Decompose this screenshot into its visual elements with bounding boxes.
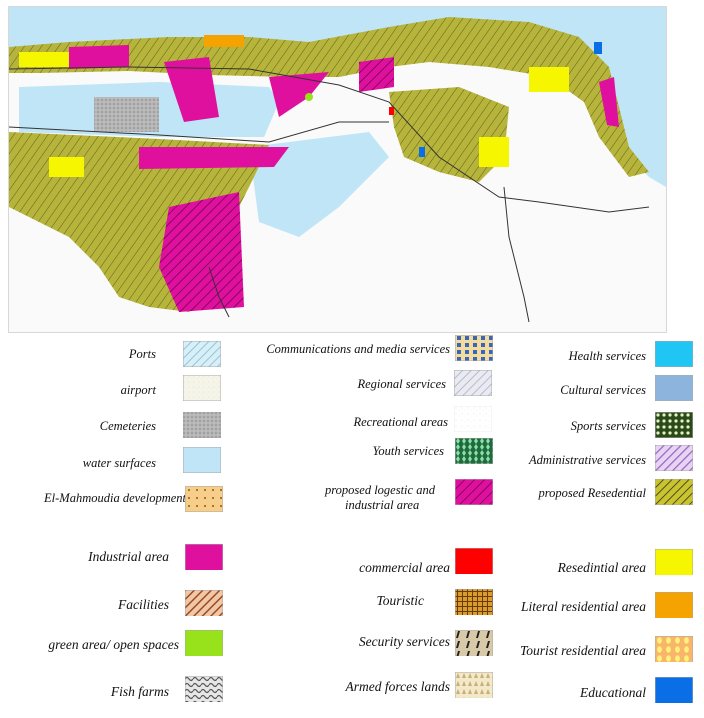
legend-label-fish-farms: Fish farms [110, 684, 169, 699]
legend-label-youth-services: Youth services [372, 444, 444, 458]
swatch-commercial-area [455, 548, 493, 574]
swatch-security-services [455, 630, 493, 656]
cemetery-zone [94, 97, 159, 132]
swatch-facilities [185, 590, 223, 616]
legend-label-recreational-areas: Recreational areas [353, 415, 448, 429]
swatch-cultural-services [655, 375, 693, 401]
legend-label-proposed-residential: proposed Resedential [538, 486, 646, 500]
legend-label-green-area: green area/ open spaces [48, 637, 179, 652]
legend-label-sports-services: Sports services [570, 419, 646, 433]
swatch-tourist-residential [655, 636, 693, 662]
industrial-zone [69, 45, 129, 69]
land-use-map[interactable] [8, 6, 667, 333]
legend-label-security-services: Security services [358, 634, 450, 649]
legend-label-logistic-line2: industrial area [345, 498, 420, 512]
harbour-water [249, 132, 389, 237]
swatch-residential-area [655, 549, 693, 575]
main-road [9, 66, 650, 213]
educational-zone [594, 42, 602, 54]
swatch-logistic-industrial [455, 479, 493, 505]
residential-zone [49, 157, 84, 177]
road-south [503, 186, 530, 323]
legend-label-logistic-line1: proposed logestic and [325, 483, 435, 497]
residential-zone [19, 52, 69, 67]
literal-residential-zone [204, 35, 244, 47]
green-space [305, 93, 313, 101]
swatch-touristic [455, 589, 493, 615]
legend-label-regional-services: Regional services [357, 377, 446, 391]
swatch-communications [455, 335, 493, 361]
legend-label-touristic: Touristic [376, 593, 424, 608]
swatch-green-area [185, 630, 223, 656]
legend-label-airport: airport [120, 383, 156, 397]
logistic-industrial-zone [359, 57, 394, 92]
swatch-proposed-residential [655, 479, 693, 505]
swatch-cemeteries [183, 412, 221, 438]
swatch-youth-services [455, 438, 493, 464]
map-canvas[interactable] [9, 7, 666, 332]
legend-label-literal-residential: Literal residential area [521, 599, 646, 614]
legend-label-commercial-area: commercial area [359, 560, 450, 575]
swatch-water-surfaces [183, 447, 221, 473]
swatch-ports [183, 341, 221, 367]
legend-label-facilities: Facilities [118, 597, 169, 612]
coastal-urban-zone [9, 17, 649, 177]
legend-label-tourist-residential: Tourist residential area [519, 643, 646, 658]
industrial-zone [139, 147, 289, 169]
legend-label-educational: Educational [580, 685, 646, 700]
swatch-educational [655, 677, 693, 703]
legend-label-cultural-services: Cultural services [560, 383, 646, 397]
legend-label-water-surfaces: water surfaces [82, 456, 156, 470]
legend-label-residential-area: Resedintial area [557, 560, 646, 575]
industrial-zone [599, 77, 619, 127]
legend-label-ports: Ports [128, 347, 156, 361]
legend-label-administrative-services: Administrative services [529, 453, 646, 467]
road [9, 121, 389, 143]
industrial-zone [164, 57, 219, 122]
swatch-recreational-areas [454, 406, 492, 432]
legend-label-industrial-area: Industrial area [88, 549, 169, 564]
swatch-literal-residential [655, 592, 693, 618]
swatch-airport [183, 375, 221, 401]
swatch-regional-services [454, 370, 492, 396]
legend-label-cemeteries: Cemeteries [99, 419, 156, 433]
legend-label-communications: Communications and media services [266, 342, 450, 356]
residential-zone [529, 67, 569, 92]
residential-zone [479, 137, 509, 167]
legend-label-health-services: Health services [568, 349, 646, 363]
logistic-industrial-zone [159, 192, 244, 312]
swatch-administrative-services [655, 445, 693, 471]
swatch-fish-farms [185, 676, 223, 702]
swatch-mahmoudia [185, 486, 223, 512]
swatch-health-services [655, 341, 693, 367]
swatch-sports-services [655, 412, 693, 438]
legend-label-mahmoudia: El-Mahmoudia development [44, 491, 186, 505]
road [208, 266, 230, 318]
educational-zone [419, 147, 425, 157]
commercial-zone [389, 107, 394, 115]
legend-label-armed-forces: Armed forces lands [345, 679, 451, 694]
swatch-industrial-area [185, 544, 223, 570]
swatch-armed-forces [455, 672, 493, 698]
industrial-zone [269, 72, 329, 117]
